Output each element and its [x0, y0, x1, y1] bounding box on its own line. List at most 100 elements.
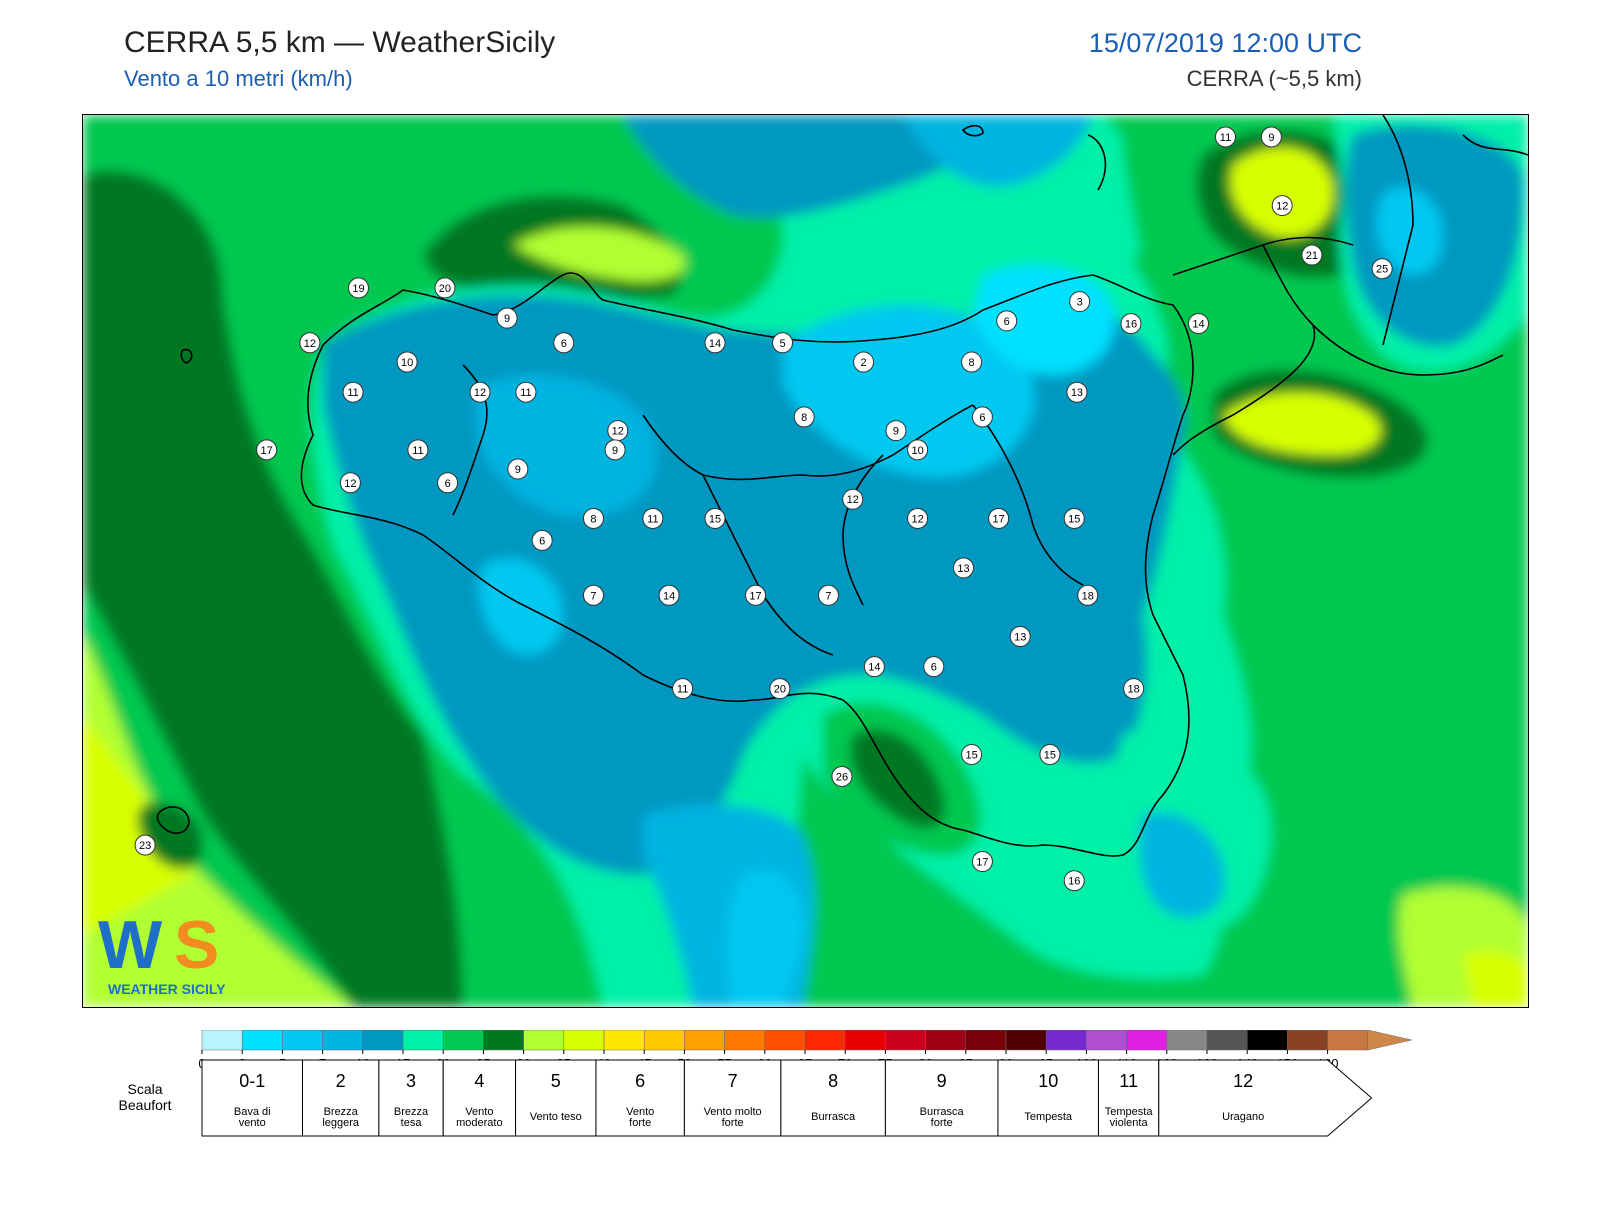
beaufort-force: 6: [635, 1071, 645, 1091]
logo-graphic: W S WEATHER SICILY: [98, 907, 226, 997]
logo-s: S: [174, 907, 219, 983]
logo-w: W: [98, 907, 163, 983]
station-marker: 6: [923, 656, 945, 678]
station-marker: 9: [1260, 126, 1282, 148]
station-marker: 17: [988, 507, 1010, 529]
beaufort-force: 8: [828, 1071, 838, 1091]
station-value: 14: [1192, 319, 1204, 331]
wind-field-svg: 11 9 12 21 25 19 20 9 3 6 16 14 12 6 14 5 10 2 8 11 12 11 13 8 6…: [83, 115, 1528, 1007]
station-marker: 6: [996, 310, 1018, 332]
station-value: 17: [992, 513, 1004, 525]
beaufort-force: 4: [474, 1071, 484, 1091]
color-scale-swatch: [925, 1029, 967, 1051]
color-scale-swatch: [804, 1029, 846, 1051]
beaufort-description: Tempesta violenta: [1105, 1106, 1154, 1129]
station-circle: [582, 584, 604, 606]
station-value: 25: [1376, 264, 1388, 276]
station-marker: 11: [342, 381, 364, 403]
station-circle: [988, 507, 1010, 529]
station-circle: [1271, 195, 1293, 217]
color-scale-swatch: [523, 1029, 565, 1051]
station-value: 10: [401, 357, 413, 369]
station-marker: 11: [1214, 126, 1236, 148]
station-value: 12: [1276, 201, 1288, 213]
station-value: 11: [520, 387, 531, 399]
station-value: 20: [439, 283, 451, 295]
station-marker: 18: [1077, 584, 1099, 606]
station-value: 7: [590, 590, 596, 602]
beaufort-cell-box: [201, 1059, 303, 1137]
beaufort-description: Burrasca forte: [920, 1106, 965, 1129]
beaufort-cell: 5 Vento teso: [515, 1059, 597, 1137]
legend-svg: 0257101520253035404550556065707580859095…: [119, 1029, 1412, 1137]
station-circle: [134, 834, 156, 856]
station-circle: [1063, 870, 1085, 892]
color-scale-swatch: [684, 1029, 725, 1051]
color-scale-swatch: [603, 1029, 645, 1051]
weathersicily-logo: W S WEATHER SICILY: [96, 906, 256, 1002]
station-marker: 15: [1039, 743, 1061, 765]
color-scale-swatch: [483, 1029, 524, 1051]
beaufort-cell: 9 Burrasca forte: [884, 1059, 999, 1137]
station-circle: [907, 507, 929, 529]
color-scale-swatch: [1166, 1029, 1208, 1051]
station-value: 15: [1044, 749, 1056, 761]
station-value: 15: [1068, 513, 1080, 525]
station-value: 12: [304, 338, 316, 350]
station-marker: 12: [907, 507, 929, 529]
station-value: 10: [911, 445, 923, 457]
station-markers: 11 9 12 21 25 19 20 9 3 6 16 14 12 6 14 5 10 2 8 11 12 11 13 8 6…: [134, 126, 1393, 892]
station-marker: 2: [853, 351, 875, 373]
station-circle: [971, 851, 993, 873]
beaufort-cell-box: [378, 1059, 444, 1137]
station-circle: [1009, 625, 1031, 647]
wind-field: [83, 115, 1528, 1007]
station-circle: [907, 439, 929, 461]
station-value: 17: [749, 590, 761, 602]
station-circle: [515, 381, 537, 403]
station-marker: 19: [347, 277, 369, 299]
station-circle: [339, 472, 361, 494]
station-value: 11: [412, 445, 423, 457]
station-value: 26: [836, 771, 848, 783]
beaufort-cell-box: [595, 1059, 685, 1137]
color-scale-swatch: [1327, 1029, 1369, 1051]
station-value: 13: [1071, 387, 1083, 399]
station-value: 8: [801, 412, 807, 424]
color-scale-swatch: [1045, 1029, 1087, 1051]
station-marker: 11: [642, 507, 664, 529]
station-circle: [961, 743, 983, 765]
station-value: 7: [825, 590, 831, 602]
station-circle: [961, 351, 983, 373]
station-marker: 11: [515, 381, 537, 403]
station-circle: [437, 472, 459, 494]
station-value: 21: [1306, 250, 1318, 262]
station-circle: [1260, 126, 1282, 148]
station-marker: 14: [658, 584, 680, 606]
station-marker: 9: [496, 307, 518, 329]
station-circle: [658, 584, 680, 606]
station-value: 20: [774, 684, 786, 696]
station-marker: 15: [1063, 507, 1085, 529]
station-value: 12: [847, 494, 859, 506]
station-marker: 7: [582, 584, 604, 606]
station-value: 17: [976, 857, 988, 869]
station-marker: 6: [531, 529, 553, 551]
station-circle: [299, 332, 321, 354]
station-marker: 9: [885, 420, 907, 442]
beaufort-cell: 7 Vento molto forte: [683, 1059, 782, 1137]
station-circle: [1066, 381, 1088, 403]
beaufort-description: Bava di vento: [234, 1106, 271, 1129]
station-marker: 6: [437, 472, 459, 494]
beaufort-cell-box: [780, 1059, 886, 1137]
station-marker: 10: [907, 439, 929, 461]
station-marker: 6: [971, 406, 993, 428]
station-marker: 15: [704, 507, 726, 529]
beaufort-cell: 6 Vento forte: [595, 1059, 685, 1137]
station-circle: [347, 277, 369, 299]
station-marker: 14: [863, 656, 885, 678]
station-circle: [407, 439, 429, 461]
station-marker: 21: [1301, 244, 1323, 266]
station-value: 17: [261, 445, 273, 457]
station-circle: [342, 381, 364, 403]
